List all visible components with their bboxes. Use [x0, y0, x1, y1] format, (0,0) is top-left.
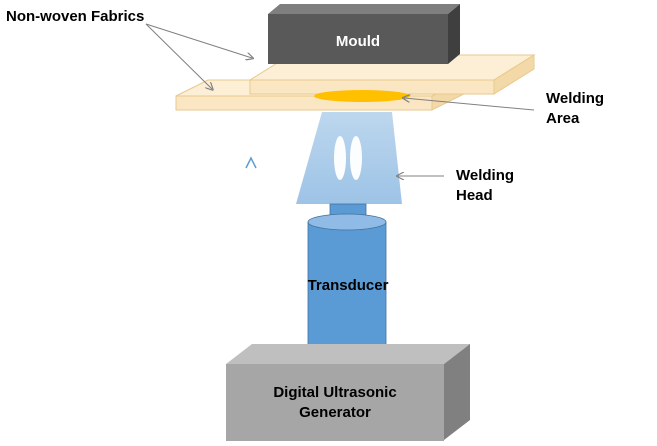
welding-head-label-line2: Head: [456, 187, 493, 204]
generator-label-line2: Generator: [299, 404, 371, 421]
welding-area-label-line1: Welding: [546, 90, 604, 107]
upward-arrow: [245, 156, 257, 276]
welding-head-label-line1: Welding: [456, 167, 514, 184]
welding-head: [296, 112, 402, 204]
welding-area-pointer: [404, 98, 535, 111]
transducer-label: Transducer: [308, 277, 389, 294]
mould-label: Mould: [336, 33, 380, 50]
non-woven-fabrics-label: Non-woven Fabrics: [6, 8, 144, 25]
mould-block: [268, 4, 460, 64]
welding-area-ellipse: [314, 90, 410, 102]
generator-block: [226, 344, 470, 441]
welding-area-label-line2: Area: [546, 110, 580, 127]
generator-label-line1: Digital Ultrasonic: [273, 384, 396, 401]
fabric-pointer-lines: [145, 23, 252, 89]
